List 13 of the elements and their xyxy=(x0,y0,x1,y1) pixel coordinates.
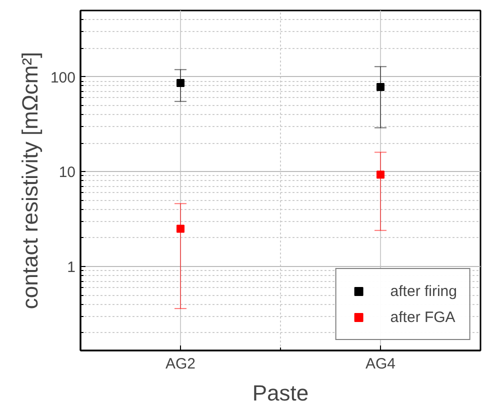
y-tick-label: 10 xyxy=(58,164,76,182)
x-axis-title: Paste xyxy=(252,380,309,406)
legend-label: after firing xyxy=(390,282,457,300)
y-tick-label: 100 xyxy=(50,69,76,86)
x-tick-label: AG4 xyxy=(365,356,396,372)
point xyxy=(176,224,184,233)
point xyxy=(176,79,184,87)
point xyxy=(376,170,384,179)
legend-label: after FGA xyxy=(390,308,456,326)
x-tick-label: AG2 xyxy=(165,356,196,372)
point xyxy=(376,83,384,92)
y-tick-label: 1 xyxy=(67,258,76,276)
y-axis-title: contact resistivity [mΩcm²] xyxy=(17,52,42,310)
